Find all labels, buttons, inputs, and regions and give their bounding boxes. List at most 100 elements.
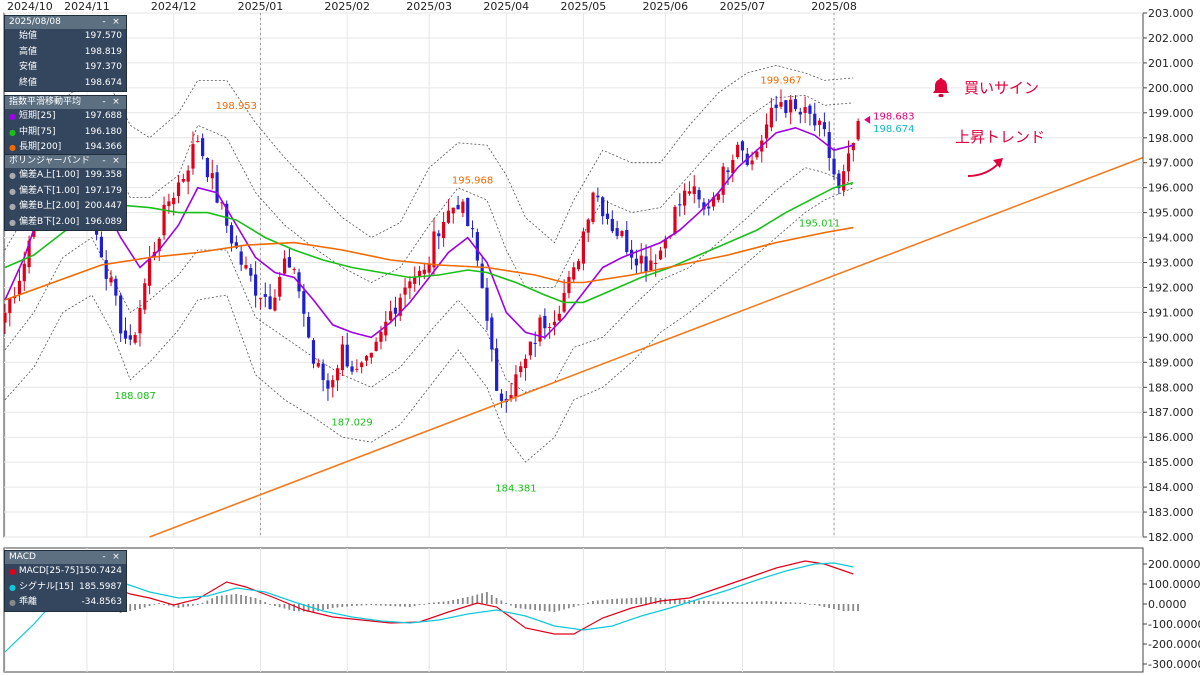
minimize-button[interactable]: - [102, 552, 106, 562]
close-button[interactable]: × [112, 17, 120, 27]
candle-body [162, 204, 166, 236]
ohlc-label: 終値 [19, 77, 38, 88]
minimize-button[interactable]: - [102, 156, 106, 166]
macd-histogram-bar [481, 593, 483, 604]
candle-body [316, 363, 320, 367]
close-button[interactable]: × [112, 552, 120, 562]
macd-histogram-bar [452, 600, 455, 604]
close-button[interactable]: × [112, 97, 120, 107]
macd-histogram-bar [278, 604, 281, 608]
ema-panel-title: 指数平滑移動平均 [9, 97, 82, 107]
candle-body [413, 277, 417, 284]
candle-body [437, 233, 441, 237]
ema-row: ● 中期[75] 196.180 [5, 125, 126, 141]
macd-histogram-bar [442, 601, 445, 604]
x-tick-label: 2024/11 [64, 0, 110, 13]
candle-body [364, 355, 369, 361]
minimize-button[interactable]: - [102, 97, 106, 107]
macd-row: ● 乖離 -34.8563 [5, 595, 126, 611]
macd-histogram-bar [553, 604, 556, 612]
bollinger-value: 199.358 [84, 170, 122, 180]
macd-histogram-bar [592, 601, 594, 604]
y-tick-label: 195.000 [1148, 207, 1194, 220]
macd-histogram-bar [760, 601, 763, 604]
macd-histogram-bar [780, 601, 782, 604]
y-tick-label: 193.000 [1148, 257, 1194, 270]
macd-histogram-bar [201, 602, 204, 604]
macd-row: ● シグナル[15] 185.5987 [5, 580, 126, 596]
x-tick-label: 2025/02 [324, 0, 370, 13]
candle-body [225, 203, 229, 226]
macd-histogram-bar [351, 604, 353, 606]
ema-label: 長期[200] [19, 142, 62, 152]
candle-body [282, 258, 287, 274]
x-tick-label: 2025/04 [483, 0, 529, 13]
macd-histogram-bar [731, 602, 734, 604]
ohlc-label: 安値 [19, 62, 38, 72]
candle-body [523, 358, 528, 369]
macd-histogram-bar [693, 600, 696, 604]
minimize-button[interactable]: - [102, 17, 106, 27]
y-tick-label: 182.000 [1148, 531, 1194, 544]
macd-histogram-bar [645, 597, 647, 604]
series-line [4, 126, 854, 339]
candle-body [692, 186, 696, 195]
macd-histogram-bar [587, 602, 590, 604]
macd-histogram-bar [611, 599, 614, 604]
macd-histogram-bar [818, 604, 821, 606]
legend-dot-icon: ● [9, 171, 16, 180]
x-tick-label: 2025/08 [811, 0, 857, 13]
extreme-label: 198.953 [216, 101, 257, 112]
bollinger-label: 偏差A下[1.00] [19, 185, 80, 196]
macd-histogram-bar [500, 600, 503, 604]
candle-body [451, 207, 455, 214]
legend-dot-icon: ● [9, 112, 16, 121]
candle-body [567, 276, 571, 294]
macd-histogram-bar [437, 602, 440, 604]
candle-body [167, 201, 171, 207]
x-tick-label: 2025/07 [720, 0, 766, 13]
candle-body [514, 374, 518, 398]
macd-histogram-bar [678, 599, 681, 604]
ohlc-label: 高値 [19, 46, 38, 57]
candle-body [143, 283, 147, 310]
macd-histogram-bar [254, 598, 257, 604]
extreme-label: 187.029 [331, 418, 372, 429]
candle-body [3, 312, 7, 323]
macd-value: 150.7424 [79, 566, 122, 576]
macd-histogram-bar [751, 601, 753, 604]
y-tick-label: 186.000 [1148, 431, 1194, 444]
macd-histogram-bar [457, 599, 459, 604]
close-button[interactable]: × [112, 156, 120, 166]
candle-body [403, 287, 407, 295]
candle-body [27, 240, 31, 268]
y-tick-label: 191.000 [1148, 306, 1194, 319]
ohlc-panel: 2025/08/08 - × 始値 197.570 高値 198.819 安値 197… [4, 15, 127, 92]
candle-body [408, 281, 412, 289]
candle-body [287, 257, 291, 268]
candle-body [186, 170, 190, 182]
macd-histogram-bar [269, 604, 271, 605]
macd-histogram-bar [664, 598, 667, 604]
candle-body [822, 122, 826, 130]
candle-body [755, 151, 759, 158]
macd-histogram-bar [789, 602, 792, 604]
candle-body [784, 100, 788, 114]
macd-histogram-bar [539, 604, 541, 611]
macd-histogram-bar [852, 604, 855, 611]
macd-histogram-bar [307, 604, 310, 612]
candle-body [8, 298, 12, 314]
candle-body [17, 280, 22, 295]
macd-histogram-bar [379, 604, 382, 606]
macd-histogram-bar [635, 597, 638, 604]
y-tick-label: 199.000 [1148, 107, 1194, 120]
legend-dot-icon: ● [9, 202, 16, 211]
ema-row: ● 短期[25] 197.688 [5, 109, 126, 125]
candle-body [552, 321, 557, 326]
macd-histogram-bar [490, 595, 493, 604]
candle-body [422, 269, 426, 274]
macd-histogram-bar [153, 604, 156, 605]
macd-panel: MACD - × ● MACD[25-75] 150.7424 ● シグナル[15] 1… [4, 550, 127, 612]
macd-histogram-bar [259, 600, 262, 604]
